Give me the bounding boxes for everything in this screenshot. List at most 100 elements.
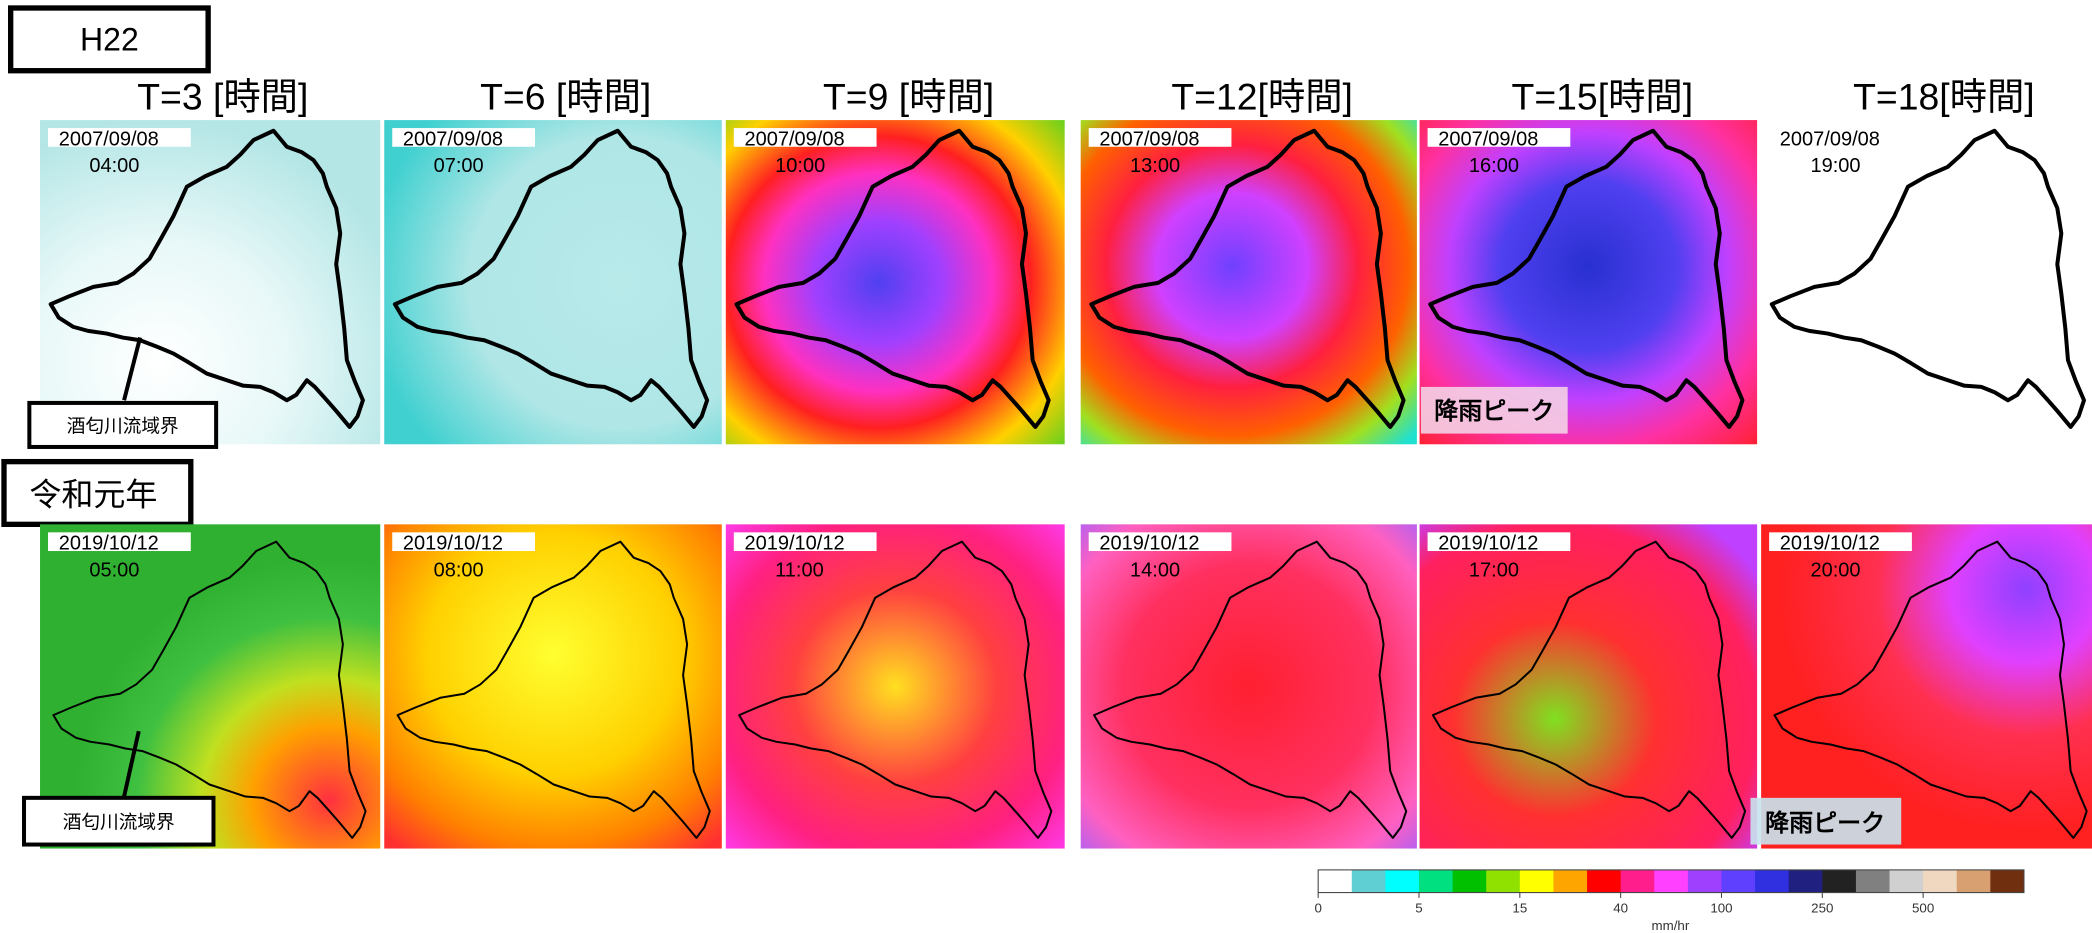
radar-image bbox=[40, 524, 381, 849]
peak-label-box bbox=[1750, 797, 1902, 845]
map-panel: 2019/10/12 11:00 bbox=[725, 524, 1065, 849]
timestamp-box bbox=[733, 532, 877, 552]
column-header: T=9 [時間] bbox=[823, 75, 994, 117]
colorbar-swatch bbox=[1452, 869, 1487, 893]
colorbar-frame bbox=[1317, 869, 2025, 894]
colorbar-swatch bbox=[1587, 869, 1622, 893]
timestamp-date: 2019/10/12 bbox=[1099, 533, 1199, 555]
colorbar-tick-label: 0 bbox=[1314, 901, 1321, 916]
pointer-line bbox=[122, 730, 141, 797]
timestamp-time: 08:00 bbox=[434, 559, 484, 581]
timestamp-box bbox=[1769, 128, 1912, 147]
timestamp-box bbox=[392, 128, 536, 147]
colorbar-swatch bbox=[1385, 869, 1420, 893]
timestamp-time: 17:00 bbox=[1469, 559, 1519, 581]
colorbar-swatch bbox=[1318, 869, 1353, 893]
colorbar-swatch bbox=[1855, 869, 1890, 893]
pointer-line bbox=[122, 337, 143, 401]
column-header: T=6 [時間] bbox=[480, 75, 651, 117]
basin-label: 酒匂川流域界 bbox=[67, 415, 179, 436]
timestamp-time: 16:00 bbox=[1469, 155, 1519, 177]
colorbar-tick-label: 250 bbox=[1811, 901, 1833, 916]
timestamp-time: 19:00 bbox=[1810, 155, 1860, 177]
colorbar-tick-label: 500 bbox=[1912, 901, 1934, 916]
map-panel: 2007/09/08 04:00 bbox=[40, 120, 381, 445]
colorbar-tick-label: 5 bbox=[1415, 901, 1422, 916]
colorbar-swatch bbox=[1990, 869, 2025, 893]
colorbar-swatch bbox=[1721, 869, 1756, 893]
colorbar-swatch bbox=[1654, 869, 1689, 893]
colorbar-tick-label: 15 bbox=[1512, 901, 1527, 916]
peak-label-box bbox=[1420, 386, 1568, 434]
map-panel: 2019/10/12 17:00 bbox=[1419, 524, 1758, 849]
map-panel: 2019/10/12 08:00 bbox=[384, 524, 722, 849]
timestamp-time: 10:00 bbox=[775, 155, 825, 177]
column-header: T=18[時間] bbox=[1853, 75, 2035, 117]
timestamp-date: 2019/10/12 bbox=[744, 533, 844, 555]
panels: 2007/09/0804:002007/09/0807:002007/09/08… bbox=[40, 120, 2092, 849]
map-panel: 2019/10/12 14:00 bbox=[1080, 524, 1417, 849]
timestamp-box bbox=[48, 532, 191, 552]
colorbar-swatch bbox=[1923, 869, 1958, 893]
timestamp-date: 2007/09/08 bbox=[1099, 128, 1199, 150]
timestamp-date: 2007/09/08 bbox=[59, 128, 159, 150]
timestamp-date: 2007/09/08 bbox=[403, 128, 503, 150]
map-panel: 2007/09/08 19:00 bbox=[1761, 120, 2092, 445]
timestamp-box bbox=[1427, 532, 1571, 552]
timestamp-date: 2007/09/08 bbox=[1780, 128, 1880, 150]
row-label-box bbox=[8, 5, 211, 74]
timestamp-date: 2019/10/12 bbox=[59, 533, 159, 555]
colorbar-swatch bbox=[1486, 869, 1521, 893]
colorbar-swatch bbox=[1822, 869, 1857, 893]
colorbar-swatch bbox=[1755, 869, 1790, 893]
timestamp-date: 2019/10/12 bbox=[1780, 533, 1880, 555]
timestamp-date: 2007/09/08 bbox=[1438, 128, 1538, 150]
basin-label-box bbox=[27, 400, 219, 449]
colorbar: 0 5 15 40 100 250 500 mm/hr bbox=[1314, 869, 2025, 933]
row-label: H22 bbox=[80, 22, 139, 58]
timestamp-box bbox=[1088, 128, 1232, 147]
map-panel: 2007/09/08 10:00 bbox=[725, 120, 1065, 445]
map-panel: 2019/10/12 05:00 bbox=[40, 524, 381, 849]
timestamp-time: 14:00 bbox=[1130, 559, 1180, 581]
colorbar-swatch bbox=[1418, 869, 1454, 893]
map-panel: 2019/10/12 20:00 bbox=[1761, 524, 2092, 849]
colorbar-swatch bbox=[1788, 869, 1823, 893]
column-header: T=12[時間] bbox=[1171, 75, 1353, 117]
colorbar-tick-label: 100 bbox=[1710, 901, 1732, 916]
timestamp-time: 05:00 bbox=[89, 559, 139, 581]
timestamp-date: 2019/10/12 bbox=[403, 533, 503, 555]
timestamp-box bbox=[1427, 128, 1571, 147]
map-panel: 2007/09/08 07:00 bbox=[384, 120, 722, 445]
timestamp-time: 13:00 bbox=[1130, 155, 1180, 177]
colorbar-swatch bbox=[1553, 869, 1588, 893]
colorbar-tick-label: 40 bbox=[1613, 901, 1628, 916]
timestamp-box bbox=[733, 128, 877, 147]
timestamp-box bbox=[48, 128, 191, 147]
basin-label: 酒匂川流域界 bbox=[63, 812, 175, 833]
timestamp-time: 11:00 bbox=[775, 559, 824, 581]
timestamp-date: 2019/10/12 bbox=[1438, 533, 1538, 555]
timestamp-time: 04:00 bbox=[89, 155, 139, 177]
colorbar-swatch bbox=[1889, 869, 1924, 893]
column-header: T=3 [時間] bbox=[137, 75, 308, 117]
colorbar-swatch bbox=[1351, 869, 1386, 893]
timestamp-time: 07:00 bbox=[434, 155, 484, 177]
timestamp-box bbox=[1769, 532, 1912, 552]
colorbar-unit: mm/hr bbox=[1652, 918, 1690, 933]
peak-label: 降雨ピーク bbox=[1765, 809, 1885, 837]
peak-label: 降雨ピーク bbox=[1434, 397, 1554, 425]
colorbar-swatch bbox=[1620, 869, 1655, 893]
colorbar-swatch bbox=[1956, 869, 1991, 893]
timestamp-box bbox=[392, 532, 536, 552]
timestamp-time: 20:00 bbox=[1810, 559, 1860, 581]
colorbar-swatch bbox=[1519, 869, 1554, 893]
timestamp-box bbox=[1088, 532, 1232, 552]
basin-label-box bbox=[22, 795, 216, 847]
timestamp-date: 2007/09/08 bbox=[744, 128, 844, 150]
column-header: T=15[時間] bbox=[1512, 75, 1694, 117]
map-panel: 2007/09/08 13:00 bbox=[1080, 120, 1417, 445]
radar-image bbox=[1761, 524, 2092, 849]
